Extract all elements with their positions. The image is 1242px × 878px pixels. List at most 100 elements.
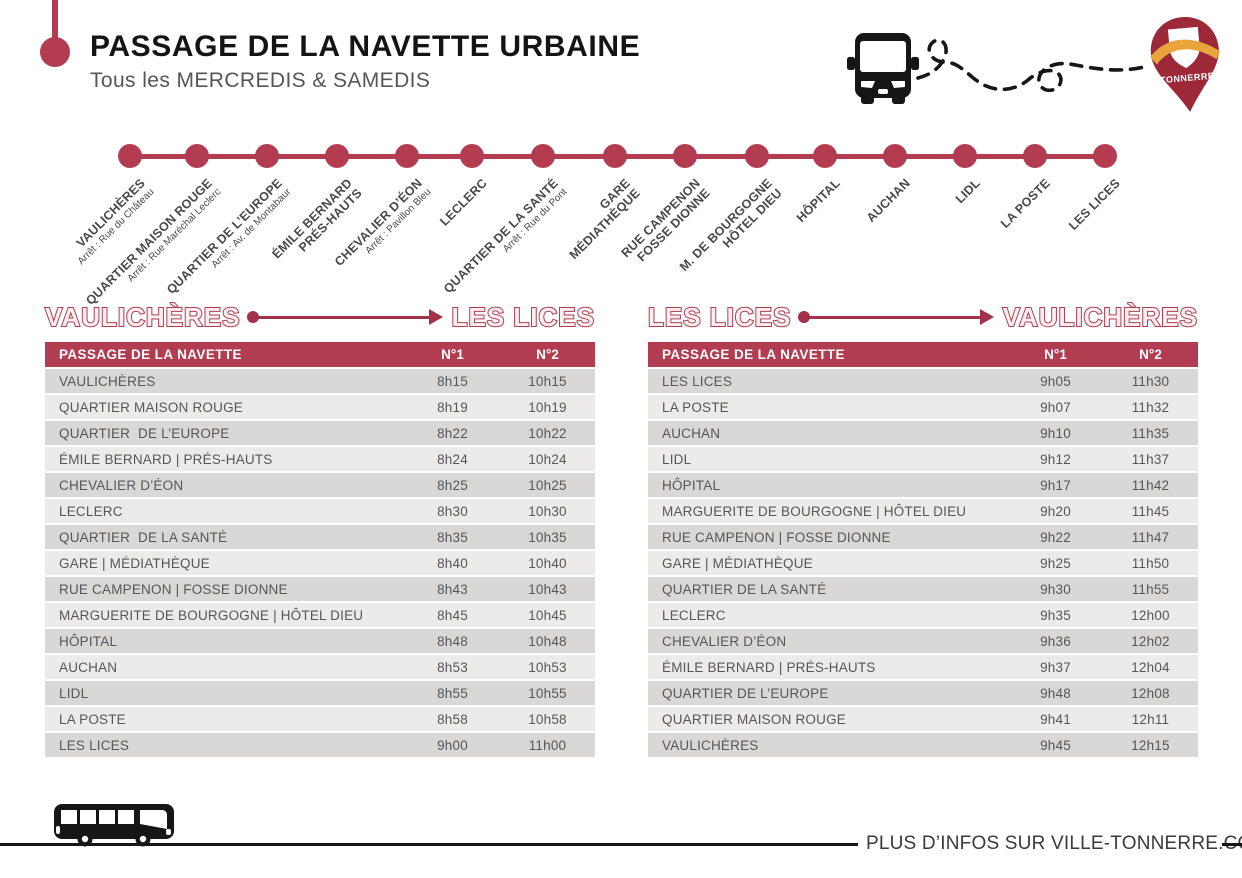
cell-stop-name: QUARTIER DE LA SANTÉ bbox=[59, 529, 228, 545]
table-row: ÉMILE BERNARD | PRÉS-HAUTS 8h24 10h24 bbox=[45, 447, 595, 471]
cell-time-n2: 11h30 bbox=[1131, 373, 1170, 389]
table-row: HÔPITAL 9h17 11h42 bbox=[648, 473, 1198, 497]
cell-time-n2: 11h50 bbox=[1131, 555, 1170, 571]
cell-time-n2: 12h00 bbox=[1131, 607, 1170, 623]
cell-stop-name: ÉMILE BERNARD | PRÉS-HAUTS bbox=[662, 659, 876, 675]
timetable-outbound-title: VAULICHÈRES LES LICES bbox=[44, 300, 595, 334]
header-route-dot-decoration bbox=[40, 37, 70, 67]
page-subtitle: Tous les MERCREDIS & SAMEDIS bbox=[90, 69, 431, 92]
cell-time-n1: 8h25 bbox=[437, 477, 468, 493]
table-row: GARE | MÉDIATHÈQUE 8h40 10h40 bbox=[45, 551, 595, 575]
cell-time-n1: 9h00 bbox=[437, 737, 468, 753]
cell-stop-name: LECLERC bbox=[662, 607, 726, 623]
cell-time-n2: 10h48 bbox=[528, 633, 567, 649]
cell-time-n1: 8h24 bbox=[437, 451, 468, 467]
column-header-stop: PASSAGE DE LA NAVETTE bbox=[662, 347, 845, 362]
cell-time-n1: 8h53 bbox=[437, 659, 468, 675]
cell-time-n1: 9h17 bbox=[1040, 477, 1071, 493]
cell-time-n1: 9h30 bbox=[1040, 581, 1071, 597]
direction-to: VAULICHÈRES bbox=[1002, 301, 1198, 333]
table-row: CHEVALIER D’ÉON 9h36 12h02 bbox=[648, 629, 1198, 653]
cell-stop-name: QUARTIER MAISON ROUGE bbox=[59, 399, 243, 415]
direction-from: VAULICHÈRES bbox=[44, 301, 241, 333]
stop-dot-icon bbox=[603, 144, 627, 168]
cell-stop-name: CHEVALIER D’ÉON bbox=[59, 477, 184, 493]
cell-time-n2: 11h55 bbox=[1131, 581, 1170, 597]
cell-stop-name: AUCHAN bbox=[59, 659, 118, 675]
cell-time-n1: 8h58 bbox=[437, 711, 468, 727]
cell-stop-name: RUE CAMPENON | FOSSE DIONNE bbox=[59, 581, 288, 597]
table-row: LES LICES 9h05 11h30 bbox=[648, 369, 1198, 393]
stop-dot-icon bbox=[460, 144, 484, 168]
cell-time-n2: 10h55 bbox=[528, 685, 567, 701]
cell-time-n1: 8h30 bbox=[437, 503, 468, 519]
header: PASSAGE DE LA NAVETTE URBAINE Tous les M… bbox=[90, 30, 640, 93]
cell-time-n1: 9h05 bbox=[1040, 373, 1071, 389]
table-header: PASSAGE DE LA NAVETTE N°1 N°2 bbox=[45, 342, 595, 367]
table-body: LES LICES 9h05 11h30 LA POSTE 9h07 11h32… bbox=[648, 369, 1198, 757]
cell-stop-name: QUARTIER DE L’EUROPE bbox=[662, 685, 829, 701]
table-row: LA POSTE 8h58 10h58 bbox=[45, 707, 595, 731]
cell-time-n1: 9h20 bbox=[1040, 503, 1071, 519]
table-body: VAULICHÈRES 8h15 10h15 QUARTIER MAISON R… bbox=[45, 369, 595, 757]
table-row: VAULICHÈRES 8h15 10h15 bbox=[45, 369, 595, 393]
cell-time-n1: 8h48 bbox=[437, 633, 468, 649]
table-row: RUE CAMPENON | FOSSE DIONNE 9h22 11h47 bbox=[648, 525, 1198, 549]
cell-stop-name: LA POSTE bbox=[662, 399, 729, 415]
dashed-route-icon bbox=[916, 38, 1150, 93]
timetable-outbound: VAULICHÈRES LES LICES PASSAGE DE LA NAVE… bbox=[44, 300, 595, 757]
cell-time-n2: 11h37 bbox=[1131, 451, 1170, 467]
cell-time-n2: 10h22 bbox=[528, 425, 567, 441]
footer-rule-end bbox=[1222, 843, 1242, 846]
table-row: CHEVALIER D’ÉON 8h25 10h25 bbox=[45, 473, 595, 497]
table-row: LIDL 8h55 10h55 bbox=[45, 681, 595, 705]
cell-time-n1: 8h22 bbox=[437, 425, 468, 441]
cell-time-n1: 8h15 bbox=[437, 373, 468, 389]
table-row: QUARTIER DE LA SANTÉ 8h35 10h35 bbox=[45, 525, 595, 549]
cell-time-n1: 8h45 bbox=[437, 607, 468, 623]
stop-dot-icon bbox=[255, 144, 279, 168]
cell-time-n2: 12h04 bbox=[1131, 659, 1170, 675]
table-row: ÉMILE BERNARD | PRÉS-HAUTS 9h37 12h04 bbox=[648, 655, 1198, 679]
stop-dot-icon bbox=[673, 144, 697, 168]
cell-stop-name: VAULICHÈRES bbox=[662, 737, 759, 753]
footer-rule bbox=[0, 843, 858, 846]
cell-time-n2: 11h35 bbox=[1131, 425, 1170, 441]
column-header-n1: N°1 bbox=[1044, 347, 1067, 362]
cell-stop-name: VAULICHÈRES bbox=[59, 373, 156, 389]
cell-time-n1: 9h37 bbox=[1040, 659, 1071, 675]
stop-dot-icon bbox=[813, 144, 837, 168]
cell-time-n2: 10h53 bbox=[528, 659, 567, 675]
cell-time-n1: 9h25 bbox=[1040, 555, 1071, 571]
cell-stop-name: QUARTIER DE LA SANTÉ bbox=[662, 581, 827, 597]
cell-time-n1: 8h35 bbox=[437, 529, 468, 545]
cell-stop-name: LES LICES bbox=[59, 737, 130, 753]
cell-time-n1: 9h45 bbox=[1040, 737, 1071, 753]
table-row: RUE CAMPENON | FOSSE DIONNE 8h43 10h43 bbox=[45, 577, 595, 601]
stop-dot-icon bbox=[325, 144, 349, 168]
cell-time-n2: 12h15 bbox=[1131, 737, 1170, 753]
cell-time-n2: 10h19 bbox=[528, 399, 567, 415]
table-row: MARGUERITE DE BOURGOGNE | HÔTEL DIEU 9h2… bbox=[648, 499, 1198, 523]
cell-stop-name: GARE | MÉDIATHÈQUE bbox=[662, 555, 813, 571]
page-title: PASSAGE DE LA NAVETTE URBAINE bbox=[90, 30, 641, 63]
direction-to: LES LICES bbox=[451, 301, 595, 333]
table-row: LA POSTE 9h07 11h32 bbox=[648, 395, 1198, 419]
cell-time-n2: 10h45 bbox=[528, 607, 567, 623]
cell-time-n2: 11h32 bbox=[1131, 399, 1170, 415]
cell-stop-name: LES LICES bbox=[662, 373, 733, 389]
cell-time-n1: 9h36 bbox=[1040, 633, 1071, 649]
timetable-return: LES LICES VAULICHÈRES PASSAGE DE LA NAVE… bbox=[647, 300, 1198, 757]
cell-time-n1: 9h12 bbox=[1040, 451, 1071, 467]
cell-time-n1: 8h19 bbox=[437, 399, 468, 415]
cell-stop-name: HÔPITAL bbox=[59, 633, 118, 649]
table-row: MARGUERITE DE BOURGOGNE | HÔTEL DIEU 8h4… bbox=[45, 603, 595, 627]
cell-time-n1: 9h22 bbox=[1040, 529, 1071, 545]
bus-side-icon bbox=[54, 804, 174, 847]
cell-stop-name: HÔPITAL bbox=[662, 477, 721, 493]
cell-time-n1: 8h40 bbox=[437, 555, 468, 571]
table-row: LES LICES 9h00 11h00 bbox=[45, 733, 595, 757]
stop-dot-icon bbox=[395, 144, 419, 168]
cell-stop-name: MARGUERITE DE BOURGOGNE | HÔTEL DIEU bbox=[59, 607, 364, 623]
cell-stop-name: GARE | MÉDIATHÈQUE bbox=[59, 555, 210, 571]
